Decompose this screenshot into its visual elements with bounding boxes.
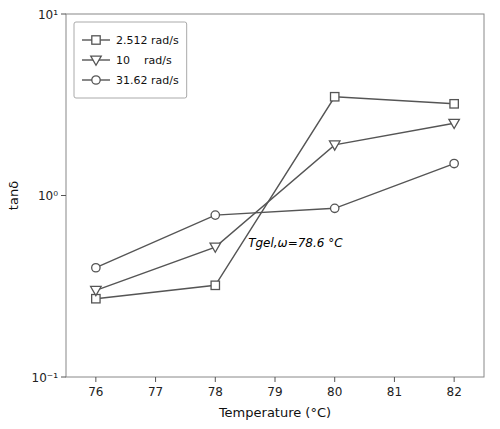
y-tick	[61, 377, 66, 378]
x-tick	[454, 377, 455, 382]
series-line	[96, 123, 454, 290]
annotation: Tgel,ω=78.6 °C	[248, 236, 343, 250]
point	[449, 119, 460, 128]
series-line	[96, 164, 454, 268]
legend-label: 2.512 rad/s	[116, 34, 179, 47]
y-tick	[61, 195, 66, 196]
chart: 76 77 78 79 80 81 82 10⁻¹ 10⁰ 10¹ Temperature (°C)…	[0, 0, 500, 429]
y-tick-label: 10¹	[38, 8, 58, 22]
x-tick-label: 76	[88, 385, 103, 399]
legend-marker	[92, 76, 100, 84]
x-tick-label: 77	[148, 385, 163, 399]
point	[331, 204, 339, 212]
legend-marker	[92, 36, 100, 44]
x-tick-label: 82	[447, 385, 462, 399]
legend-marker	[91, 56, 102, 65]
y-tick-label: 10⁻¹	[32, 371, 59, 385]
y-tick	[61, 14, 66, 15]
point	[92, 264, 100, 272]
series-line	[96, 97, 454, 299]
point	[210, 243, 221, 252]
legend-label: 10 rad/s	[116, 54, 172, 67]
point	[211, 281, 219, 289]
point	[91, 286, 102, 295]
legend-label: 31.62 rad/s	[116, 74, 179, 87]
y-axis-label: tanδ	[6, 181, 21, 210]
x-tick	[394, 377, 395, 382]
x-tick-label: 80	[327, 385, 342, 399]
x-tick-label: 79	[267, 385, 282, 399]
point	[329, 141, 340, 150]
x-tick	[155, 377, 156, 382]
x-tick	[334, 377, 335, 382]
x-axis: 76 77 78 79 80 81 82	[88, 377, 462, 399]
x-axis-label: Temperature (°C)	[218, 405, 331, 420]
plot-frame	[66, 14, 484, 377]
series-group	[91, 93, 460, 303]
x-tick-label: 81	[387, 385, 402, 399]
y-tick-label: 10⁰	[38, 189, 58, 203]
point	[450, 100, 458, 108]
x-tick-label: 78	[208, 385, 223, 399]
point	[450, 159, 458, 167]
legend: 2.512 rad/s 10 rad/s 31.62 rad/s	[74, 22, 187, 98]
background	[0, 0, 500, 429]
point	[211, 211, 219, 219]
point	[331, 93, 339, 101]
y-axis: 10⁻¹ 10⁰ 10¹	[32, 8, 66, 385]
x-tick	[275, 377, 276, 382]
x-tick	[95, 377, 96, 382]
x-tick	[215, 377, 216, 382]
legend-box	[74, 22, 187, 98]
